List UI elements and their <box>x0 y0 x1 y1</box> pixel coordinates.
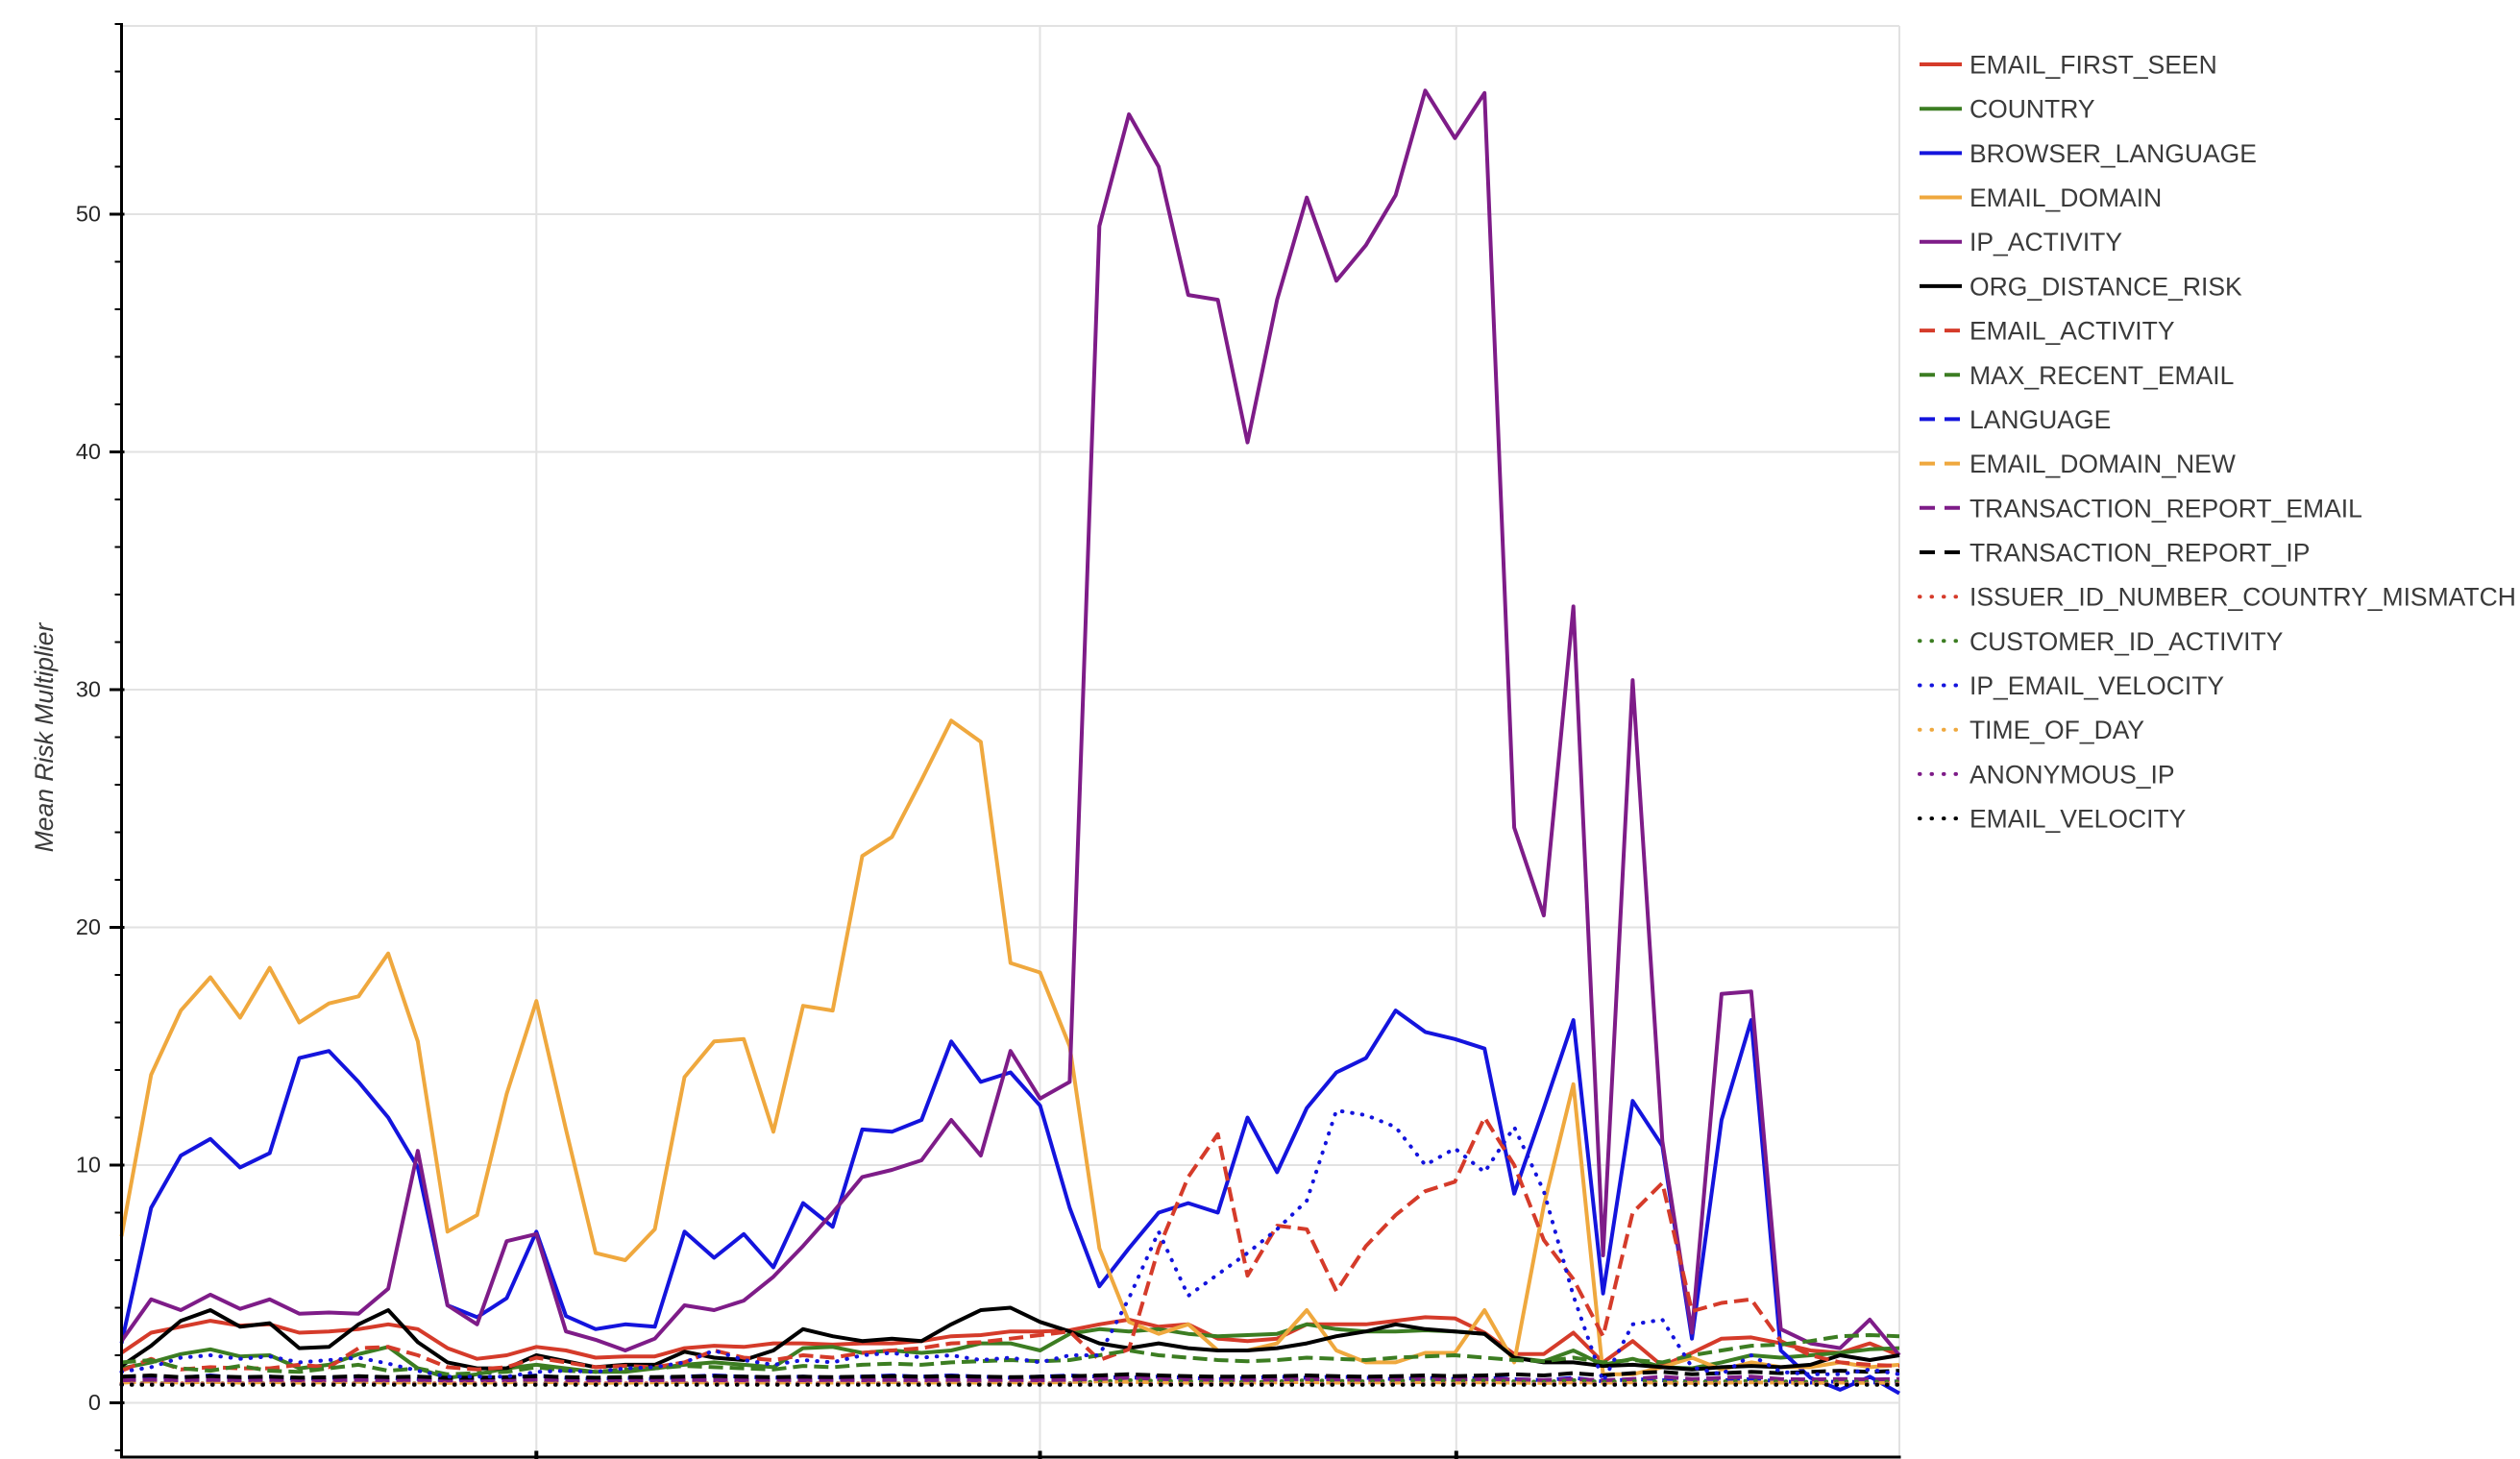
svg-text:Mean Risk Multiplier: Mean Risk Multiplier <box>30 622 59 853</box>
svg-text:ISSUER_ID_NUMBER_COUNTRY_MISMA: ISSUER_ID_NUMBER_COUNTRY_MISMATCH <box>1970 583 2516 612</box>
svg-text:CUSTOMER_ID_ACTIVITY: CUSTOMER_ID_ACTIVITY <box>1970 627 2284 656</box>
svg-text:MAX_RECENT_EMAIL: MAX_RECENT_EMAIL <box>1970 361 2234 390</box>
svg-text:LANGUAGE: LANGUAGE <box>1970 405 2111 434</box>
svg-text:COUNTRY: COUNTRY <box>1970 95 2095 124</box>
svg-text:IP_ACTIVITY: IP_ACTIVITY <box>1970 228 2122 256</box>
svg-text:ANONYMOUS_IP: ANONYMOUS_IP <box>1970 760 2175 789</box>
svg-text:EMAIL_FIRST_SEEN: EMAIL_FIRST_SEEN <box>1970 51 2217 80</box>
svg-text:BROWSER_LANGUAGE: BROWSER_LANGUAGE <box>1970 139 2257 168</box>
svg-text:0: 0 <box>88 1390 101 1415</box>
svg-text:TIME_OF_DAY: TIME_OF_DAY <box>1970 716 2144 744</box>
svg-text:50: 50 <box>76 202 101 227</box>
svg-text:40: 40 <box>76 439 101 464</box>
svg-text:EMAIL_ACTIVITY: EMAIL_ACTIVITY <box>1970 317 2175 346</box>
svg-text:10: 10 <box>76 1153 101 1178</box>
svg-text:30: 30 <box>76 677 101 702</box>
svg-text:IP_EMAIL_VELOCITY: IP_EMAIL_VELOCITY <box>1970 671 2224 700</box>
svg-text:TRANSACTION_REPORT_IP: TRANSACTION_REPORT_IP <box>1970 539 2310 568</box>
svg-text:20: 20 <box>76 914 101 939</box>
svg-text:ORG_DISTANCE_RISK: ORG_DISTANCE_RISK <box>1970 272 2242 301</box>
svg-text:EMAIL_VELOCITY: EMAIL_VELOCITY <box>1970 805 2187 834</box>
svg-text:EMAIL_DOMAIN: EMAIL_DOMAIN <box>1970 183 2162 212</box>
svg-text:EMAIL_DOMAIN_NEW: EMAIL_DOMAIN_NEW <box>1970 450 2236 478</box>
svg-text:TRANSACTION_REPORT_EMAIL: TRANSACTION_REPORT_EMAIL <box>1970 494 2362 523</box>
